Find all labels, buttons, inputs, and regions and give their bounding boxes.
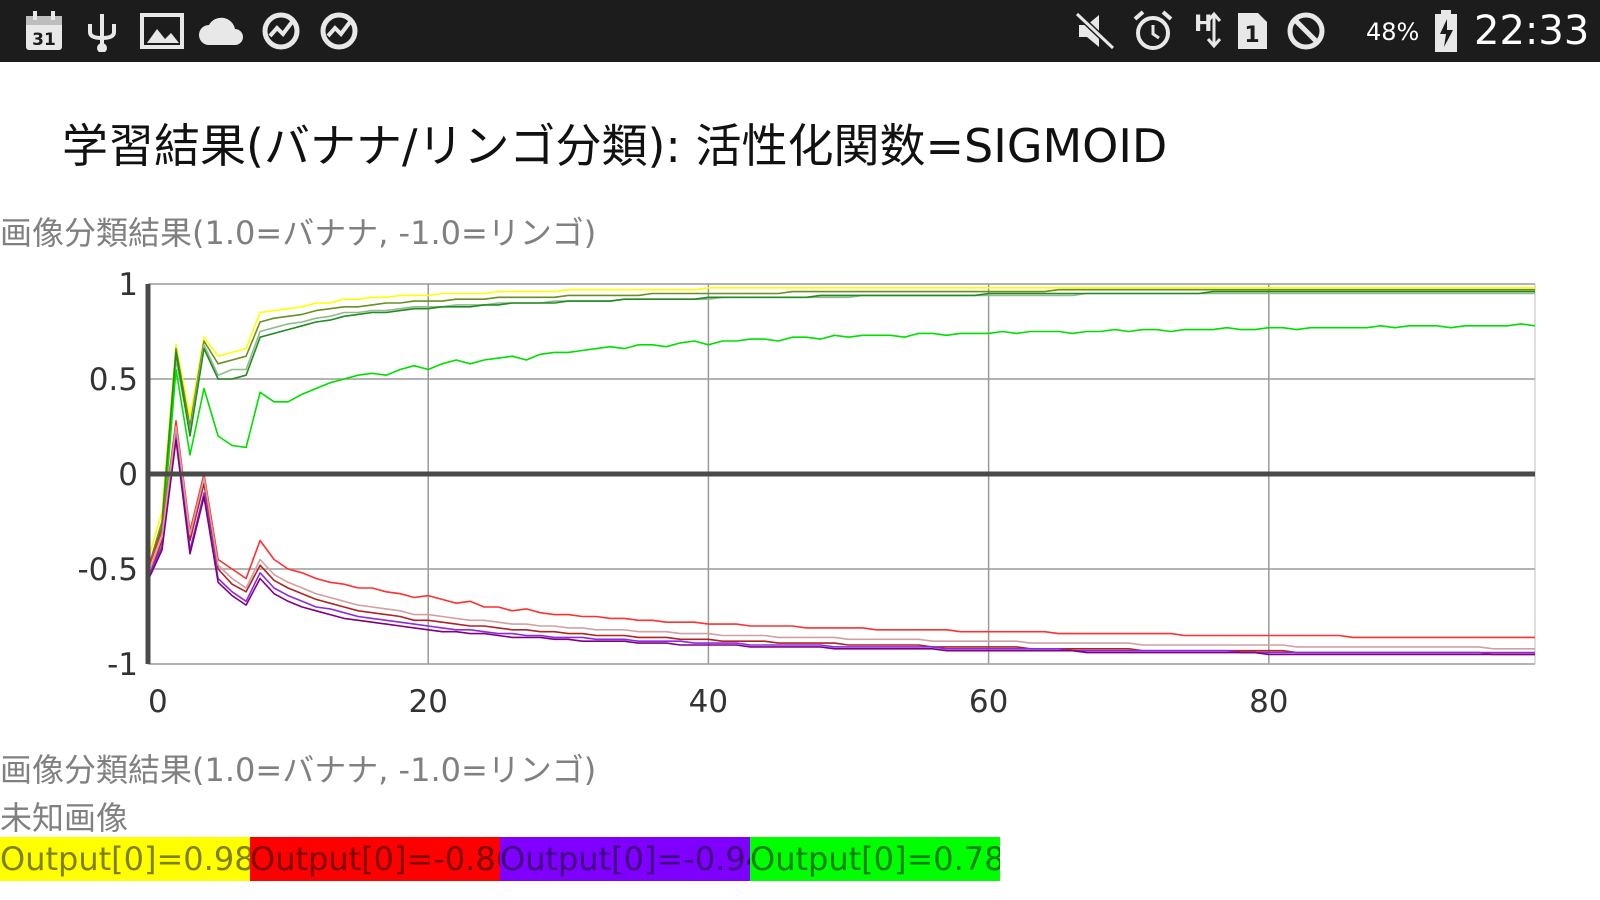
series-line-3 xyxy=(147,292,1535,570)
series-line-6 xyxy=(147,420,1535,639)
series-line-4 xyxy=(147,290,1535,570)
y-tick-label: -0.5 xyxy=(78,552,139,588)
battery-icon xyxy=(1432,10,1460,52)
y-tick-label: -1 xyxy=(107,647,138,683)
page-title: 学習結果(バナナ/リンゴ分類): 活性化関数=SIGMOID xyxy=(62,119,1168,173)
svg-text:H: H xyxy=(1194,12,1212,37)
usb-icon xyxy=(82,10,122,52)
output-cell-apple-2: Output[0]=-0.94 xyxy=(500,837,750,881)
output-row: Output[0]=0.98 Output[0]=-0.86 Output[0]… xyxy=(0,837,1000,881)
y-tick-label: 0.5 xyxy=(89,362,138,398)
series-line-1 xyxy=(147,286,1535,560)
sync-icon xyxy=(316,10,362,52)
output-cell-banana-1: Output[0]=0.98 xyxy=(0,837,250,881)
chart-ticks: 1 0.5 0 -0.5 -1 0 20 40 60 80 xyxy=(78,267,1289,720)
clock: 22:33 xyxy=(1474,8,1590,54)
chart-axes xyxy=(145,284,1535,664)
series-line-2 xyxy=(147,288,1535,570)
sync-icon xyxy=(258,10,304,52)
unknown-image-label: 未知画像 xyxy=(0,799,129,837)
output-cell-apple-1: Output[0]=-0.86 xyxy=(250,837,500,881)
calendar-day: 31 xyxy=(32,30,56,50)
series-line-5 xyxy=(147,323,1536,579)
output-cell-banana-2: Output[0]=0.78 xyxy=(750,837,1000,881)
alarm-icon xyxy=(1130,10,1176,52)
line-chart: 1 0.5 0 -0.5 -1 0 20 40 60 80 xyxy=(78,267,1536,720)
y-tick-label: 1 xyxy=(118,267,138,303)
sim-icon: 1 xyxy=(1234,10,1270,52)
x-tick-label: 60 xyxy=(969,684,1008,720)
x-tick-label: 80 xyxy=(1249,684,1288,720)
series-line-9 xyxy=(147,439,1535,656)
series-line-10 xyxy=(147,425,1535,650)
x-tick-label: 40 xyxy=(689,684,728,720)
chart-series xyxy=(147,286,1536,656)
mute-icon xyxy=(1072,10,1118,52)
y-tick-label: 0 xyxy=(118,457,138,493)
image-icon xyxy=(138,10,186,52)
x-tick-label: 20 xyxy=(408,684,447,720)
blocked-icon xyxy=(1284,10,1328,52)
cloud-icon xyxy=(196,10,246,52)
result-subtitle: 画像分類結果(1.0=バナナ, -1.0=リンゴ) xyxy=(0,751,597,789)
series-line-7 xyxy=(147,431,1535,656)
sim-slot: 1 xyxy=(1244,23,1259,48)
data-transfer-icon: H xyxy=(1192,10,1228,52)
chart-subtitle: 画像分類結果(1.0=バナナ, -1.0=リンゴ) xyxy=(0,214,597,252)
series-line-8 xyxy=(147,435,1535,654)
battery-percentage: 48% xyxy=(1366,18,1420,46)
x-tick-label: 0 xyxy=(148,684,168,720)
calendar-icon: 31 xyxy=(22,10,66,52)
status-bar: 31 xyxy=(0,0,1600,62)
